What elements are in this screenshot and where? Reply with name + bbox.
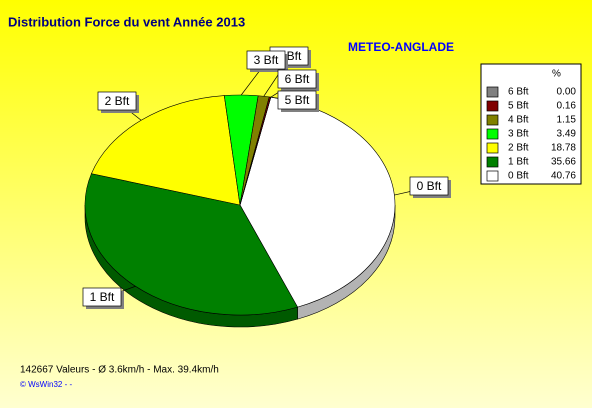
- legend-label: 4 Bft: [508, 115, 529, 126]
- legend-label: 1 Bft: [508, 157, 529, 168]
- slice-label: 6 Bft: [285, 72, 310, 86]
- slice-label: 0 Bft: [417, 179, 442, 193]
- legend-swatch: [486, 86, 499, 98]
- legend-value: 40.76: [551, 171, 576, 182]
- credit: © WsWin32 - -: [20, 380, 72, 389]
- label-box: [97, 91, 137, 111]
- slice-label: 5 Bft: [285, 93, 310, 107]
- legend-swatch: [486, 100, 499, 112]
- legend-label: 5 Bft: [508, 101, 529, 112]
- legend-swatch: [486, 156, 499, 168]
- label-box: [82, 287, 122, 307]
- legend-label: 0 Bft: [508, 171, 529, 182]
- legend-value: 1.15: [557, 115, 577, 126]
- legend-value: 18.78: [551, 143, 576, 154]
- chart-subtitle: METEO-ANGLADE: [348, 40, 454, 54]
- slice-label: 1 Bft: [90, 290, 115, 304]
- legend-label: 2 Bft: [508, 143, 529, 154]
- legend-value: 35.66: [551, 157, 576, 168]
- label-box: [246, 50, 286, 70]
- legend-swatch: [486, 128, 499, 140]
- slice-label: 3 Bft: [254, 53, 279, 67]
- legend-value: 3.49: [557, 129, 577, 140]
- slice-label: 2 Bft: [105, 94, 130, 108]
- legend-label: 3 Bft: [508, 129, 529, 140]
- label-box: [409, 176, 449, 196]
- legend-swatch: [486, 142, 499, 154]
- slice: [239, 96, 396, 308]
- label-box: [277, 69, 317, 89]
- label-box: [277, 90, 317, 110]
- legend-value: 0.16: [557, 101, 577, 112]
- footer: 142667 Valeurs - Ø 3.6km/h - Max. 39.4km…: [20, 365, 219, 376]
- legend-swatch: [486, 114, 499, 126]
- legend-value: 0.00: [557, 87, 577, 98]
- legend-swatch: [486, 170, 499, 182]
- legend-label: 6 Bft: [508, 87, 529, 98]
- legend-header: %: [552, 69, 561, 80]
- chart-title: Distribution Force du vent Année 2013: [8, 14, 245, 29]
